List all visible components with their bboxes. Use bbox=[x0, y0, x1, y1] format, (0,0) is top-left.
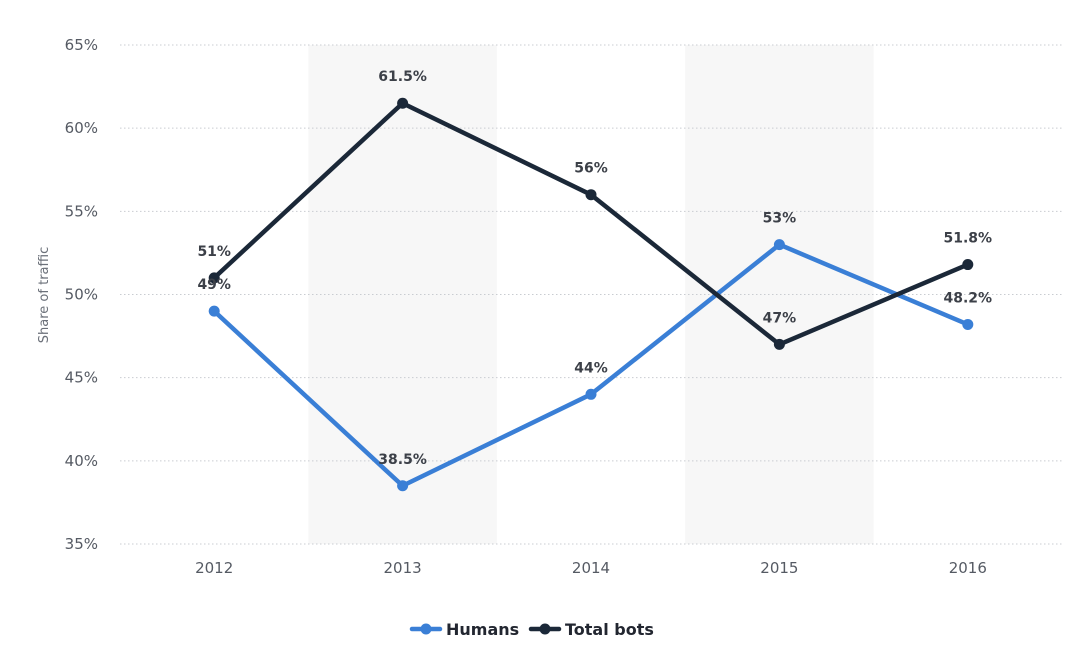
legend-marker-humans bbox=[420, 623, 432, 635]
data-point-total-bots bbox=[962, 259, 974, 271]
legend-marker-total-bots bbox=[539, 623, 551, 635]
y-tick-label: 45% bbox=[65, 369, 98, 387]
legend: Humans Total bots bbox=[409, 620, 654, 639]
data-labels: 49% 38.5% 44% 53% 48.2% 51% 61.5% 56% 47% 51.8% bbox=[197, 69, 992, 468]
data-label-humans: 53% bbox=[763, 211, 797, 227]
grid-lines bbox=[120, 44, 1062, 545]
y-tick-label: 40% bbox=[65, 452, 98, 470]
data-label-total-bots: 47% bbox=[763, 310, 797, 326]
data-point-total-bots bbox=[397, 97, 409, 109]
data-point-humans bbox=[585, 388, 597, 400]
x-tick-label: 2012 bbox=[195, 559, 233, 577]
data-point-total-bots bbox=[773, 338, 785, 350]
x-tick-label: 2015 bbox=[760, 559, 798, 577]
data-point-total-bots bbox=[585, 189, 597, 201]
data-label-total-bots: 51.8% bbox=[944, 231, 993, 247]
data-label-humans: 48.2% bbox=[944, 290, 993, 306]
data-point-humans bbox=[208, 305, 220, 317]
series-points bbox=[208, 97, 974, 492]
y-tick-label: 60% bbox=[65, 119, 98, 137]
data-label-humans: 38.5% bbox=[378, 452, 427, 468]
x-tick-label: 2016 bbox=[949, 559, 987, 577]
data-label-total-bots: 51% bbox=[197, 244, 231, 260]
x-tick-label: 2014 bbox=[572, 559, 610, 577]
y-axis-ticks: 35% 40% 45% 50% 55% 60% 65% bbox=[65, 36, 98, 553]
legend-label-total-bots: Total bots bbox=[565, 620, 654, 639]
data-point-humans bbox=[962, 318, 974, 330]
data-label-humans: 44% bbox=[574, 360, 608, 376]
data-point-total-bots bbox=[208, 272, 220, 284]
data-point-humans bbox=[773, 239, 785, 251]
y-tick-label: 35% bbox=[65, 535, 98, 553]
y-axis-title: Share of traffic bbox=[37, 247, 52, 343]
legend-label-humans: Humans bbox=[446, 620, 519, 639]
y-tick-label: 65% bbox=[65, 36, 98, 54]
legend-item-total-bots[interactable]: Total bots bbox=[528, 620, 654, 639]
data-label-humans: 49% bbox=[197, 277, 231, 293]
data-label-total-bots: 56% bbox=[574, 161, 608, 177]
y-tick-label: 50% bbox=[65, 286, 98, 304]
legend-item-humans[interactable]: Humans bbox=[409, 620, 519, 639]
data-label-total-bots: 61.5% bbox=[378, 69, 427, 85]
x-tick-label: 2013 bbox=[384, 559, 422, 577]
data-point-humans bbox=[397, 480, 409, 492]
y-tick-label: 55% bbox=[65, 202, 98, 220]
x-axis-ticks: 2012 2013 2014 2015 2016 bbox=[195, 559, 987, 577]
